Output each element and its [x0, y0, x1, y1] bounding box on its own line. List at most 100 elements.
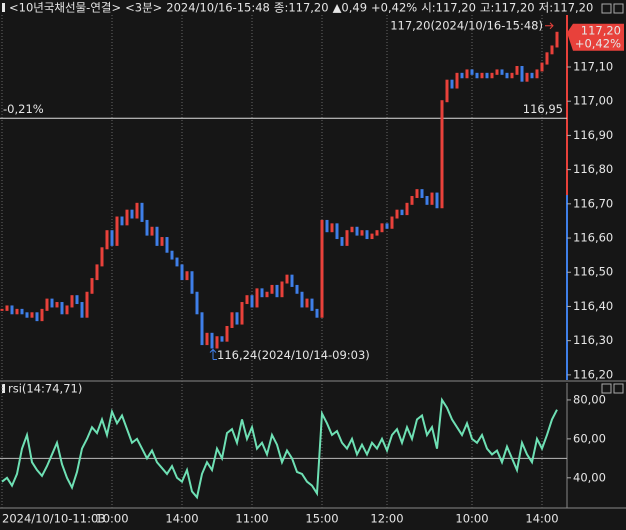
panel-button[interactable] — [601, 3, 612, 14]
candle — [380, 223, 384, 233]
candle — [480, 72, 484, 79]
candle — [460, 72, 464, 79]
candle — [425, 195, 429, 205]
panel-icon — [2, 384, 5, 393]
candle — [210, 332, 214, 349]
x-tick-label: 2024/10/10-11:03 — [2, 512, 106, 526]
candle — [520, 65, 524, 82]
candle — [390, 216, 394, 229]
candle — [220, 336, 224, 342]
candle — [300, 291, 304, 308]
candle — [280, 281, 284, 298]
x-tick-label: 14:00 — [525, 512, 558, 526]
candle — [345, 230, 349, 246]
y-tick-label: 116,30 — [573, 333, 613, 347]
candle — [130, 209, 134, 219]
candle — [420, 189, 424, 198]
candle — [195, 291, 199, 315]
panel-button[interactable] — [613, 383, 624, 394]
candle — [90, 278, 94, 294]
reference-label: 116,95 — [523, 102, 563, 116]
candle — [515, 65, 519, 75]
candle — [350, 226, 354, 233]
candle — [510, 72, 514, 79]
candle — [80, 302, 84, 318]
candle — [25, 312, 29, 318]
candle — [375, 230, 379, 236]
candle — [550, 45, 554, 55]
candle — [205, 332, 209, 346]
candle — [190, 271, 194, 294]
candle — [545, 52, 549, 65]
candle — [265, 291, 269, 298]
candle — [185, 271, 189, 281]
y-tick-label: 117,00 — [573, 94, 613, 108]
candle — [465, 69, 469, 79]
candle — [145, 219, 149, 236]
y-tick-label: 116,40 — [573, 299, 613, 313]
candle — [415, 189, 419, 198]
candle — [15, 308, 19, 315]
candle — [150, 226, 154, 236]
rsi-line — [1, 396, 558, 500]
x-tick-label: 11:00 — [235, 512, 268, 526]
high-arrow — [545, 22, 554, 30]
candle — [180, 264, 184, 281]
candle — [490, 72, 494, 79]
candle — [240, 302, 244, 325]
candle — [475, 72, 479, 79]
candle — [555, 31, 559, 48]
candle — [70, 295, 74, 308]
candle — [410, 195, 414, 205]
candle — [310, 298, 314, 311]
candle — [135, 202, 139, 219]
candle — [405, 202, 409, 216]
header-item: <10년국채선물-연결> — [9, 1, 121, 15]
candle — [365, 230, 369, 240]
candle — [440, 100, 444, 209]
candle — [275, 284, 279, 298]
candle — [5, 305, 9, 311]
candle — [60, 302, 64, 315]
candle — [140, 202, 144, 222]
panel-button[interactable] — [613, 3, 624, 14]
candle — [320, 219, 324, 318]
candle — [30, 312, 34, 318]
low-arrow — [209, 348, 217, 361]
header-item: ▲0,49 — [333, 1, 367, 15]
x-tick-label: 10:00 — [455, 512, 488, 526]
y-tick-label: 116,50 — [573, 265, 613, 279]
candle — [530, 72, 534, 79]
candle — [95, 264, 99, 281]
candle — [505, 72, 509, 79]
candle — [260, 288, 264, 298]
candle — [385, 223, 389, 229]
candle — [120, 216, 124, 226]
candle — [495, 69, 499, 75]
candle — [315, 308, 319, 318]
candle — [65, 305, 69, 315]
candle — [450, 79, 454, 89]
candle — [0, 308, 4, 311]
candle — [325, 219, 329, 233]
candle — [165, 237, 169, 253]
candle — [540, 62, 544, 72]
last-change: +0,42% — [575, 36, 621, 50]
panel-button[interactable] — [601, 383, 612, 394]
candle — [525, 72, 529, 82]
rsi-title: rsi(14:74,71) — [8, 382, 82, 396]
candle — [75, 295, 79, 305]
panel-icon — [2, 3, 5, 12]
candle — [270, 284, 274, 294]
candle — [455, 72, 459, 89]
reference-change: -0,21% — [3, 102, 44, 116]
y-tick-label: 40,00 — [573, 470, 606, 484]
x-tick-label: 15:00 — [305, 512, 338, 526]
candle — [85, 291, 89, 318]
y-tick-label: 80,00 — [573, 392, 606, 406]
candle — [235, 312, 239, 325]
header-item: 종:117,20 — [274, 1, 329, 15]
candle — [45, 298, 49, 311]
